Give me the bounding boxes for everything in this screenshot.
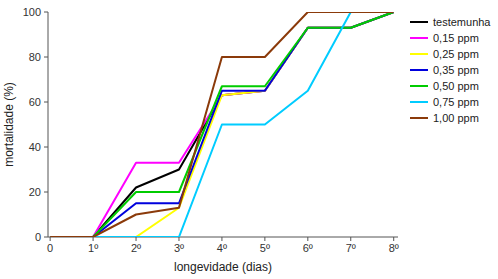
x-tick-label: 8º: [389, 242, 399, 254]
x-tick-label: 5º: [260, 242, 270, 254]
chart: 0 1º 2º 3º 4º 5º 6º 7º 8º 0 20 40 60 80 100 longevidade…: [0, 0, 498, 279]
legend-label: testemunha: [433, 16, 491, 28]
x-tick-label: 4º: [217, 242, 227, 254]
y-tick-label: 100: [23, 6, 41, 18]
x-tick: [264, 237, 265, 241]
y-axis: [48, 12, 49, 237]
y-tick: [44, 237, 48, 238]
x-tick-label: 2º: [131, 242, 141, 254]
y-tick-label: 80: [29, 51, 41, 63]
x-tick-label: 0: [47, 242, 53, 254]
plot-area: [50, 12, 394, 237]
y-tick-label: 0: [35, 231, 41, 243]
y-tick: [44, 147, 48, 148]
x-tick: [350, 237, 351, 241]
x-tick: [393, 237, 394, 241]
legend-swatch: [410, 117, 428, 119]
series-line: [50, 12, 394, 237]
x-tick: [178, 237, 179, 241]
legend-label: 0,50 ppm: [433, 80, 479, 92]
legend-swatch: [410, 85, 428, 87]
y-tick-label: 20: [29, 186, 41, 198]
y-tick-label: 40: [29, 141, 41, 153]
legend-swatch: [410, 69, 428, 71]
legend-swatch: [410, 37, 428, 39]
x-tick-label: 3º: [174, 242, 184, 254]
series-line: [50, 12, 394, 237]
x-tick: [221, 237, 222, 241]
legend: testemunha 0,15 ppm 0,25 ppm 0,35 ppm 0,50 p…: [410, 16, 491, 124]
series-line: [50, 12, 394, 237]
x-tick-label: 1º: [88, 242, 98, 254]
series-line: [50, 12, 394, 237]
series-line: [50, 12, 394, 237]
series-line: [50, 12, 394, 237]
y-tick: [44, 102, 48, 103]
legend-label: 0,75 ppm: [433, 96, 479, 108]
series-line: [50, 12, 394, 237]
legend-label: 0,25 ppm: [433, 48, 479, 60]
y-tick-label: 60: [29, 96, 41, 108]
legend-swatch: [410, 21, 428, 23]
y-tick: [44, 192, 48, 193]
x-tick-label: 7º: [346, 242, 356, 254]
y-axis-label: mortalidade (%): [2, 82, 16, 167]
legend-label: 1,00 ppm: [433, 112, 479, 124]
x-tick: [307, 237, 308, 241]
x-tick: [93, 237, 94, 241]
x-tick-label: 6º: [303, 242, 313, 254]
x-axis-label: longevidade (dias): [174, 260, 272, 274]
y-tick: [44, 57, 48, 58]
legend-label: 0,15 ppm: [433, 32, 479, 44]
x-tick: [50, 237, 51, 241]
x-tick: [136, 237, 137, 241]
legend-label: 0,35 ppm: [433, 64, 479, 76]
legend-swatch: [410, 53, 428, 55]
y-tick: [44, 12, 48, 13]
legend-swatch: [410, 101, 428, 103]
